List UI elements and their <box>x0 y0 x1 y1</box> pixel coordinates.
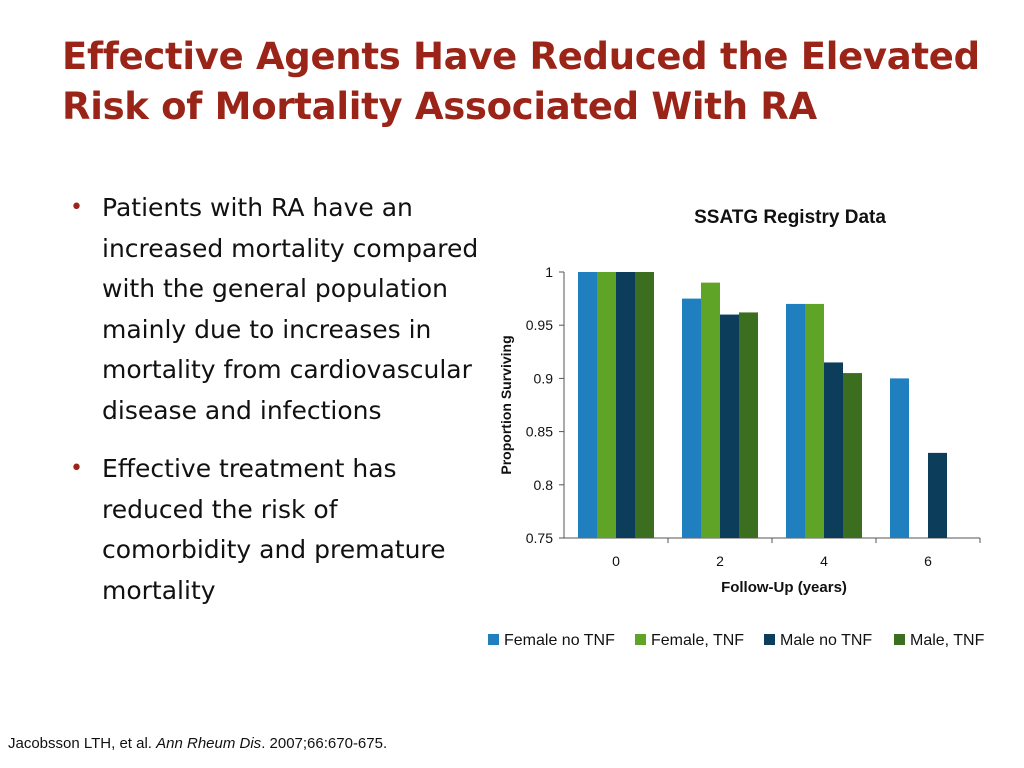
bar <box>597 272 616 538</box>
citation-details: . 2007;66:670-675. <box>261 735 388 752</box>
citation-journal: Ann Rheum Dis <box>156 735 262 752</box>
bullet-item: • Patients with RA have an increased mor… <box>70 188 490 431</box>
bar <box>824 362 843 538</box>
x-tick-label: 2 <box>716 553 724 569</box>
legend-label: Female no TNF <box>504 632 615 649</box>
survival-chart: SSATG Registry Data 0.75 0.8 0.85 0.9 0.95 1 0 2… <box>480 195 1024 675</box>
bar <box>701 282 720 538</box>
chart-svg: SSATG Registry Data 0.75 0.8 0.85 0.9 0.95 1 0 2… <box>488 207 985 649</box>
y-tick-label: 1 <box>545 264 553 280</box>
slide-title: Effective Agents Have Reduced the Elevat… <box>62 32 982 132</box>
legend-label: Male, TNF <box>910 632 985 649</box>
x-tick-label: 6 <box>924 553 932 569</box>
slide-title-line-2: Risk of Mortality Associated With RA <box>62 85 817 128</box>
legend-label: Male no TNF <box>780 632 872 649</box>
bar <box>682 298 701 538</box>
x-axis-label: Follow-Up (years) <box>721 579 847 596</box>
y-tick-label: 0.75 <box>526 530 553 546</box>
bullet-dot-icon: • <box>70 456 83 481</box>
bar <box>635 272 654 538</box>
bar <box>890 378 909 538</box>
bullet-list: • Patients with RA have an increased mor… <box>70 188 490 629</box>
y-tick-label: 0.9 <box>534 370 554 386</box>
legend-swatch <box>488 634 499 645</box>
bar <box>616 272 635 538</box>
citation-authors: Jacobsson LTH, et al. <box>8 735 152 752</box>
bar <box>739 312 758 538</box>
bar <box>578 272 597 538</box>
y-tick-label: 0.85 <box>526 424 553 440</box>
citation: Jacobsson LTH, et al. Ann Rheum Dis. 200… <box>8 735 387 752</box>
y-tick-label: 0.8 <box>534 477 554 493</box>
bar <box>720 314 739 538</box>
y-axis-label: Proportion Surviving <box>498 335 514 474</box>
x-tick-label: 0 <box>612 553 620 569</box>
bullet-text: Patients with RA have an increased morta… <box>102 193 479 425</box>
bar <box>843 373 862 538</box>
slide-title-line-1: Effective Agents Have Reduced the Elevat… <box>62 35 980 78</box>
legend-swatch <box>635 634 646 645</box>
x-tick-label: 4 <box>820 553 828 569</box>
legend-swatch <box>894 634 905 645</box>
legend-swatch <box>764 634 775 645</box>
bar <box>805 303 824 538</box>
chart-title: SSATG Registry Data <box>694 207 886 228</box>
bar <box>928 452 947 538</box>
legend-label: Female, TNF <box>651 632 744 649</box>
bullet-item: • Effective treatment has reduced the ri… <box>70 449 490 611</box>
y-tick-label: 0.95 <box>526 317 553 333</box>
bar <box>786 303 805 538</box>
bullet-dot-icon: • <box>70 195 83 220</box>
bullet-text: Effective treatment has reduced the risk… <box>102 454 446 605</box>
